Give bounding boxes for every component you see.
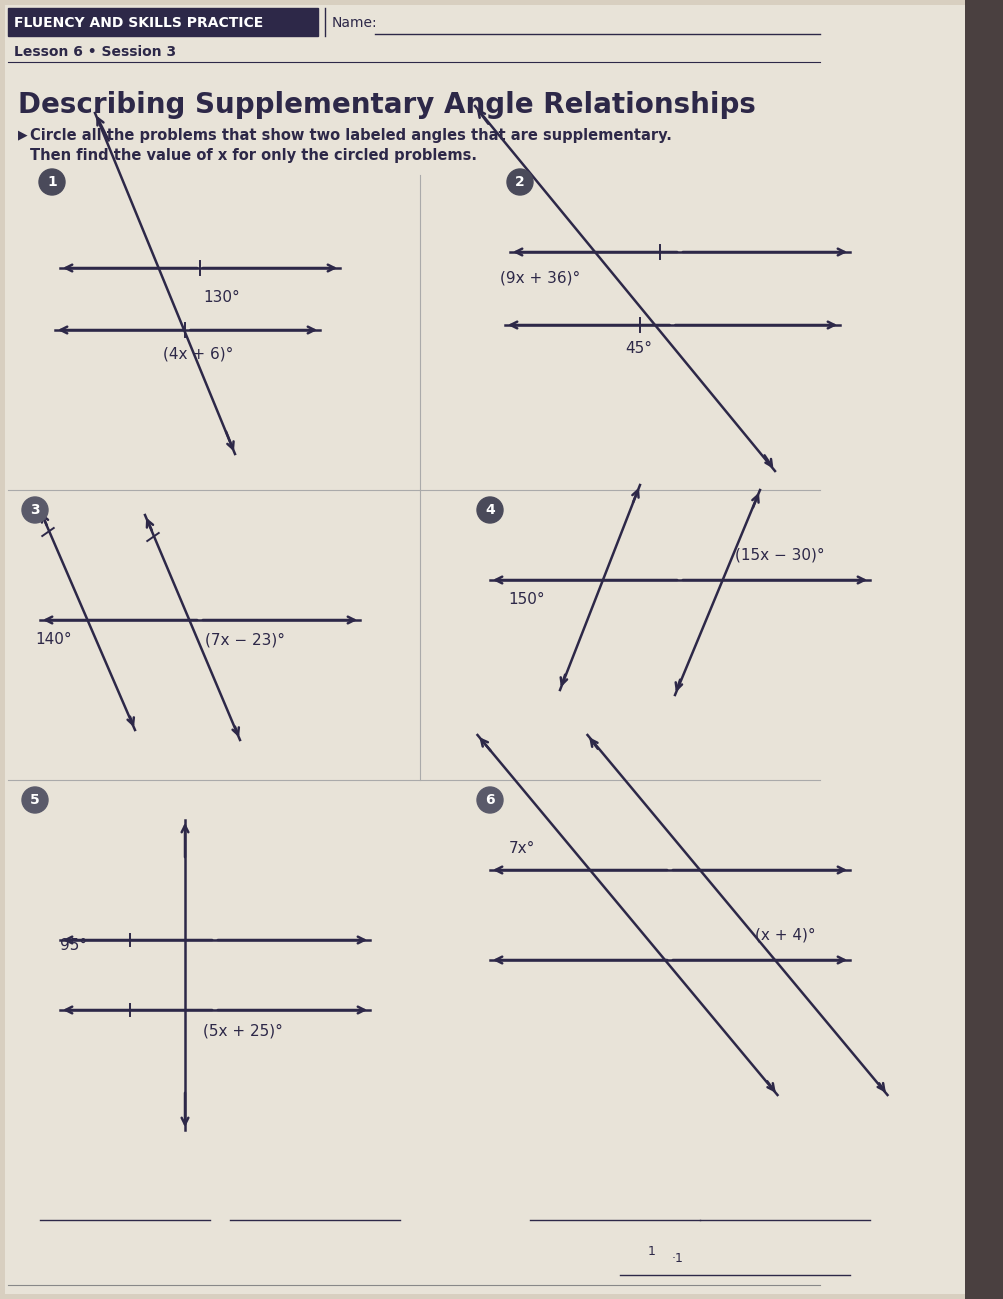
Text: (x + 4)°: (x + 4)° bbox=[754, 927, 814, 943]
Circle shape bbox=[476, 787, 503, 813]
Circle shape bbox=[39, 169, 65, 195]
Text: 1: 1 bbox=[647, 1244, 655, 1257]
Text: 130°: 130° bbox=[203, 290, 240, 305]
Text: (7x − 23)°: (7x − 23)° bbox=[205, 633, 285, 647]
Text: 140°: 140° bbox=[35, 633, 71, 647]
Text: 6: 6 bbox=[484, 792, 494, 807]
Text: Name:: Name: bbox=[332, 16, 377, 30]
Text: 4: 4 bbox=[484, 503, 494, 517]
Text: FLUENCY AND SKILLS PRACTICE: FLUENCY AND SKILLS PRACTICE bbox=[14, 16, 263, 30]
Bar bbox=[8, 8, 318, 36]
Circle shape bbox=[476, 498, 503, 523]
Text: 45°: 45° bbox=[625, 342, 651, 356]
Text: Describing Supplementary Angle Relationships: Describing Supplementary Angle Relations… bbox=[18, 91, 755, 120]
Text: 3: 3 bbox=[30, 503, 40, 517]
Text: 1: 1 bbox=[47, 175, 57, 188]
Circle shape bbox=[22, 787, 48, 813]
Text: 7x°: 7x° bbox=[509, 840, 535, 856]
Text: (9x + 36)°: (9x + 36)° bbox=[499, 270, 580, 284]
Text: Circle all the problems that show two labeled angles that are supplementary.: Circle all the problems that show two la… bbox=[30, 127, 671, 143]
Text: 150°: 150° bbox=[508, 592, 544, 607]
Text: (5x + 25)°: (5x + 25)° bbox=[203, 1024, 283, 1039]
Circle shape bbox=[22, 498, 48, 523]
Text: ▶: ▶ bbox=[18, 129, 28, 142]
Text: (15x − 30)°: (15x − 30)° bbox=[734, 547, 823, 562]
Text: Then find the value of x for only the circled problems.: Then find the value of x for only the ci… bbox=[30, 148, 476, 162]
Text: ·1: ·1 bbox=[671, 1252, 683, 1265]
Text: 5: 5 bbox=[30, 792, 40, 807]
Text: 2: 2 bbox=[515, 175, 525, 188]
Text: 95°: 95° bbox=[60, 938, 87, 952]
Circle shape bbox=[507, 169, 533, 195]
Text: (4x + 6)°: (4x + 6)° bbox=[162, 346, 233, 361]
Text: Lesson 6 • Session 3: Lesson 6 • Session 3 bbox=[14, 45, 176, 58]
FancyBboxPatch shape bbox=[5, 5, 964, 1294]
Bar bbox=[964, 0, 1003, 1299]
